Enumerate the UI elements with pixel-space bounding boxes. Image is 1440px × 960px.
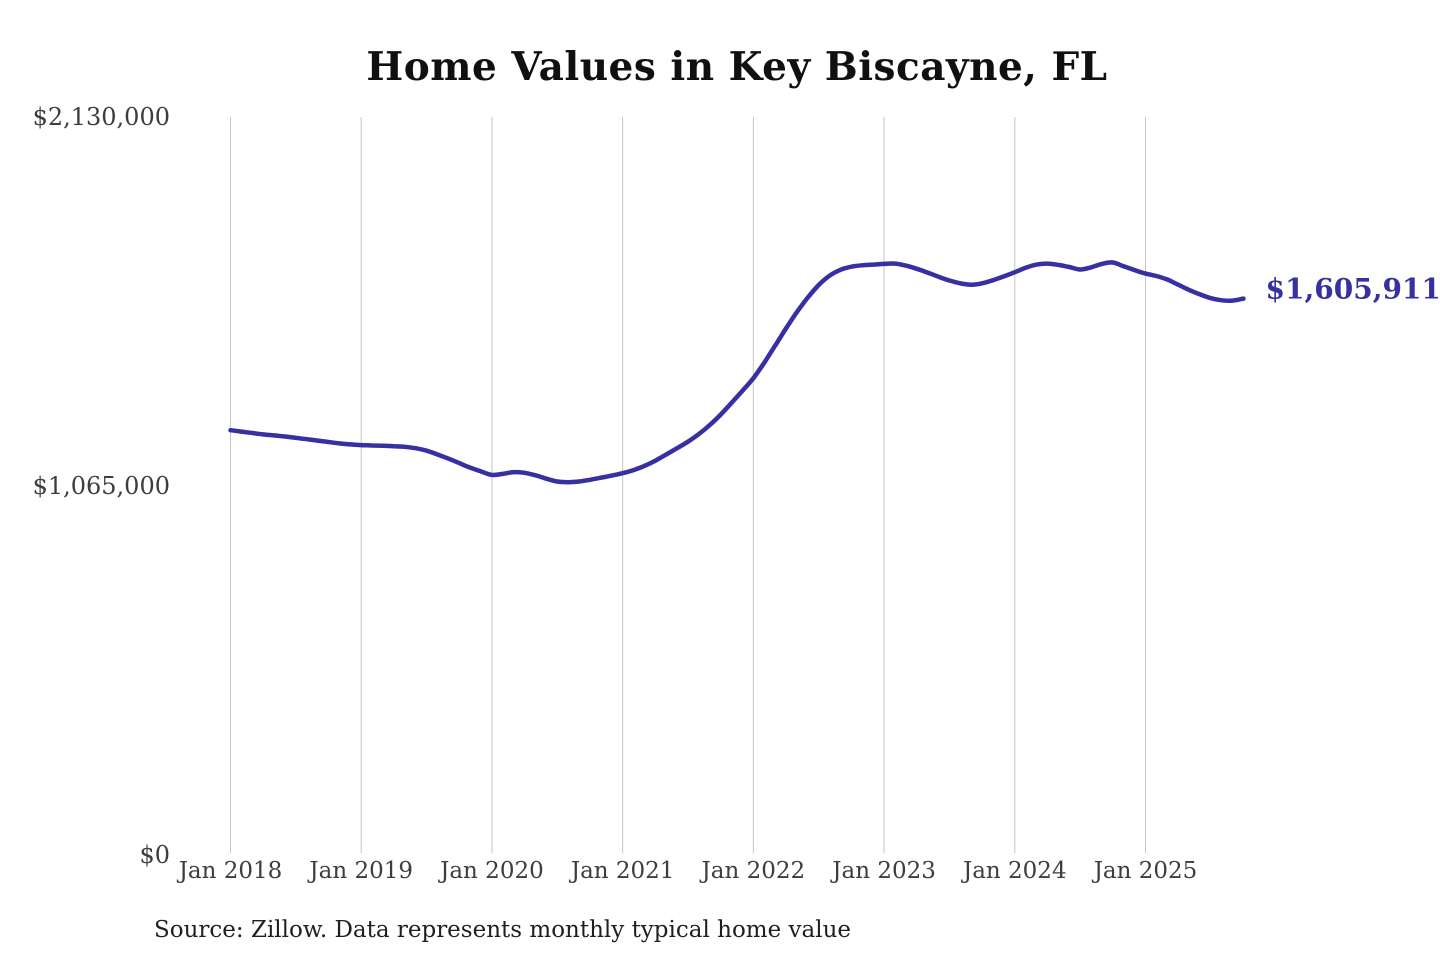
- y-axis-tick-label: $1,065,000: [32, 472, 170, 500]
- chart-title: Home Values in Key Biscayne, FL: [366, 44, 1108, 90]
- x-axis-tick-label: Jan 2021: [570, 858, 675, 884]
- x-axis-tick-label: Jan 2024: [962, 858, 1067, 884]
- vertical-gridlines: [230, 117, 1146, 853]
- x-axis-tick-label: Jan 2018: [178, 858, 283, 884]
- y-axis-tick-label: $2,130,000: [32, 103, 170, 131]
- y-axis-tick-label: $0: [139, 841, 170, 869]
- x-axis-tick-label: Jan 2019: [309, 858, 413, 884]
- y-axis: $2,130,000 $1,065,000 $0: [0, 0, 170, 960]
- home-value-line-series: [228, 260, 1246, 485]
- latest-value-label: $1,605,911: [1265, 272, 1440, 306]
- source-attribution: Source: Zillow. Data represents monthly …: [154, 917, 852, 943]
- x-axis-tick-label: Jan 2020: [440, 858, 544, 884]
- x-axis-tick-label: Jan 2025: [1093, 858, 1198, 884]
- x-axis-tick-label: Jan 2023: [832, 858, 936, 884]
- x-axis-tick-label: Jan 2022: [701, 858, 806, 884]
